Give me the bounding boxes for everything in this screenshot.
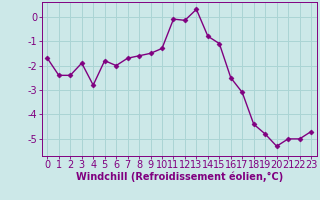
X-axis label: Windchill (Refroidissement éolien,°C): Windchill (Refroidissement éolien,°C) [76,172,283,182]
